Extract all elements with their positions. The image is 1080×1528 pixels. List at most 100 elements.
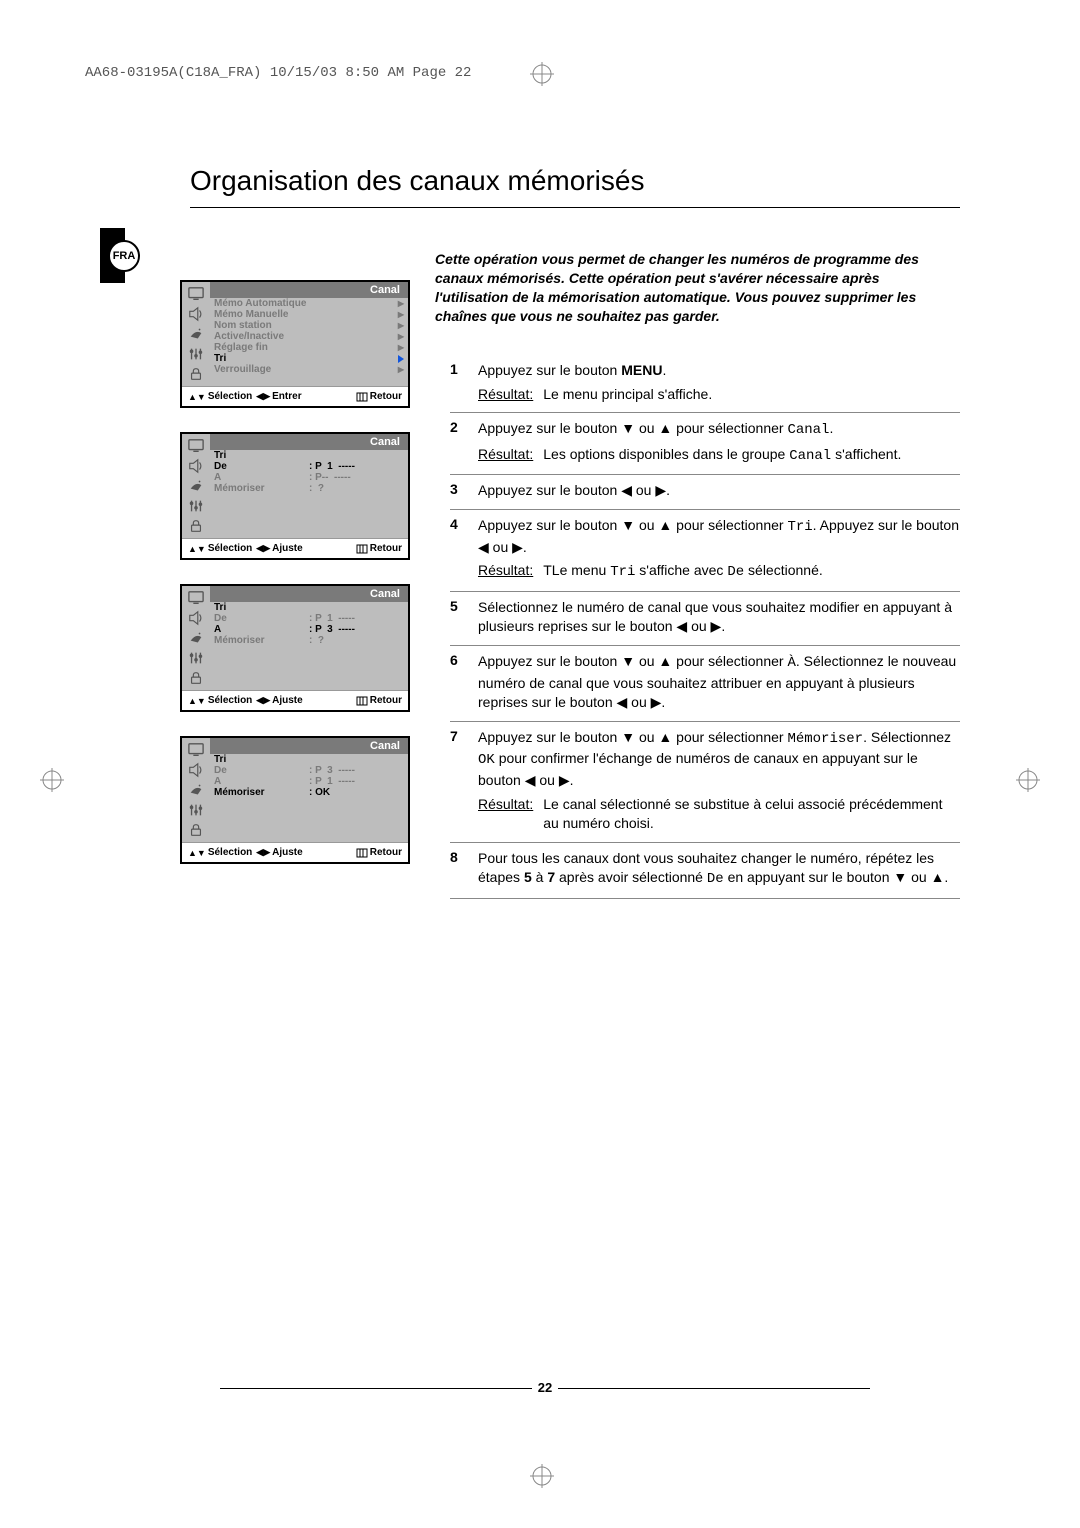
sliders-icon <box>187 650 205 666</box>
speaker-icon <box>187 610 205 626</box>
satellite-icon <box>187 630 205 646</box>
resultat-label: Résultat: <box>478 561 533 583</box>
tv-icon <box>187 590 205 606</box>
step-number: 1 <box>450 361 478 404</box>
resultat-text: Le canal sélectionné se substitue à celu… <box>543 795 960 834</box>
step-number: 6 <box>450 652 478 713</box>
tv-icon <box>187 742 205 758</box>
footer-adjust: ◀▶ Ajuste <box>256 695 302 706</box>
footer-adjust: ◀▶ Ajuste <box>256 543 302 554</box>
page-number: 22 <box>100 1380 990 1395</box>
sliders-icon <box>187 802 205 818</box>
footer-adjust: ◀▶ Entrer <box>256 391 301 402</box>
osd-row: A: P 3 ----- <box>210 624 408 635</box>
osd-item: Mémo Automatique▶ <box>210 298 408 309</box>
menu-icon <box>356 544 368 554</box>
crop-mark-bottom <box>530 1464 554 1488</box>
menu-icon <box>356 392 368 402</box>
step-row: 8Pour tous les canaux dont vous souhaite… <box>450 843 960 899</box>
crop-mark-right <box>1016 768 1040 792</box>
osd-stack: Canal Mémo Automatique▶Mémo Manuelle▶Nom… <box>180 280 410 888</box>
osd-row: De: P 1 ----- <box>210 613 408 624</box>
osd-item: Tri <box>210 353 408 364</box>
osd-row: De: P 3 ----- <box>210 765 408 776</box>
step-number: 4 <box>450 516 478 583</box>
footer-adjust: ◀▶ Ajuste <box>256 847 302 858</box>
osd-row: A: P 1 ----- <box>210 776 408 787</box>
crop-mark-top <box>530 62 554 86</box>
step-row: 7Appuyez sur le bouton ▼ ou ▲ pour sélec… <box>450 722 960 843</box>
osd-footer: ▲▼ Sélection ◀▶ Ajuste Retour <box>182 842 408 862</box>
step-body: Pour tous les canaux dont vous souhaitez… <box>478 849 960 890</box>
osd-sidebar-icons <box>182 282 210 386</box>
step-row: 2Appuyez sur le bouton ▼ ou ▲ pour sélec… <box>450 413 960 475</box>
osd-item: Verrouillage▶ <box>210 364 408 375</box>
step-row: 6Appuyez sur le bouton ▼ ou ▲ pour sélec… <box>450 646 960 722</box>
footer-return: Retour <box>356 847 402 858</box>
osd-row: Mémoriser: ? <box>210 635 408 646</box>
menu-icon <box>356 696 368 706</box>
osd-sidebar-icons <box>182 586 210 690</box>
footer-selection: ▲▼ Sélection <box>188 847 252 858</box>
osd-title: Canal <box>210 738 408 754</box>
title-block: Organisation des canaux mémorisés <box>190 165 960 208</box>
speaker-icon <box>187 458 205 474</box>
osd-menu-1: Canal Mémo Automatique▶Mémo Manuelle▶Nom… <box>180 280 410 408</box>
osd-menu-4: Canal Tri De: P 3 -----A: P 1 -----Mémor… <box>180 736 410 864</box>
osd-item: Nom station▶ <box>210 320 408 331</box>
osd-footer: ▲▼ Sélection◀▶ Entrer Retour <box>182 386 408 406</box>
sliders-icon <box>187 346 205 362</box>
crop-mark-left <box>40 768 64 792</box>
osd-title: Canal <box>210 586 408 602</box>
osd-footer: ▲▼ Sélection ◀▶ Ajuste Retour <box>182 538 408 558</box>
steps-list: 1Appuyez sur le bouton MENU.Résultat:Le … <box>450 355 960 899</box>
osd-menu-2: Canal Tri De: P 1 -----A: P-- -----Mémor… <box>180 432 410 560</box>
step-body: Sélectionnez le numéro de canal que vous… <box>478 598 960 637</box>
step-row: 1Appuyez sur le bouton MENU.Résultat:Le … <box>450 355 960 413</box>
title-rule <box>190 207 960 208</box>
lock-icon <box>187 670 205 686</box>
resultat-label: Résultat: <box>478 445 533 467</box>
speaker-icon <box>187 762 205 778</box>
step-body: Appuyez sur le bouton MENU.Résultat:Le m… <box>478 361 960 404</box>
osd-title: Canal <box>210 434 408 450</box>
osd-item: Réglage fin▶ <box>210 342 408 353</box>
step-number: 7 <box>450 728 478 834</box>
step-number: 3 <box>450 481 478 501</box>
tv-icon <box>187 286 205 302</box>
resultat-text: Les options disponibles dans le groupe C… <box>543 445 901 467</box>
osd-row: Mémoriser: ? <box>210 483 408 494</box>
resultat-label: Résultat: <box>478 385 533 405</box>
step-body: Appuyez sur le bouton ▼ ou ▲ pour sélect… <box>478 728 960 834</box>
content-frame: FRA Organisation des canaux mémorisés Ce… <box>100 100 990 1430</box>
osd-sidebar-icons <box>182 434 210 538</box>
page-header-line: AA68-03195A(C18A_FRA) 10/15/03 8:50 AM P… <box>85 65 471 81</box>
osd-item: Mémo Manuelle▶ <box>210 309 408 320</box>
osd-row: Mémoriser: OK <box>210 787 408 798</box>
footer-selection: ▲▼ Sélection <box>188 543 252 554</box>
lock-icon <box>187 822 205 838</box>
osd-subtitle: Tri <box>210 450 408 461</box>
osd-row: A: P-- ----- <box>210 472 408 483</box>
step-row: 3Appuyez sur le bouton ◀ ou ▶. <box>450 475 960 510</box>
step-number: 2 <box>450 419 478 466</box>
footer-return: Retour <box>356 695 402 706</box>
osd-title: Canal <box>210 282 408 298</box>
lock-icon <box>187 366 205 382</box>
footer-selection: ▲▼ Sélection <box>188 391 252 402</box>
step-body: Appuyez sur le bouton ▼ ou ▲ pour sélect… <box>478 419 960 466</box>
step-row: 5Sélectionnez le numéro de canal que vou… <box>450 592 960 646</box>
language-badge: FRA <box>108 240 140 272</box>
sliders-icon <box>187 498 205 514</box>
step-number: 5 <box>450 598 478 637</box>
speaker-icon <box>187 306 205 322</box>
menu-icon <box>356 848 368 858</box>
footer-return: Retour <box>356 543 402 554</box>
step-row: 4Appuyez sur le bouton ▼ ou ▲ pour sélec… <box>450 510 960 592</box>
step-number: 8 <box>450 849 478 890</box>
step-body: Appuyez sur le bouton ▼ ou ▲ pour sélect… <box>478 516 960 583</box>
satellite-icon <box>187 326 205 342</box>
resultat-label: Résultat: <box>478 795 533 834</box>
step-body: Appuyez sur le bouton ◀ ou ▶. <box>478 481 960 501</box>
step-body: Appuyez sur le bouton ▼ ou ▲ pour sélect… <box>478 652 960 713</box>
